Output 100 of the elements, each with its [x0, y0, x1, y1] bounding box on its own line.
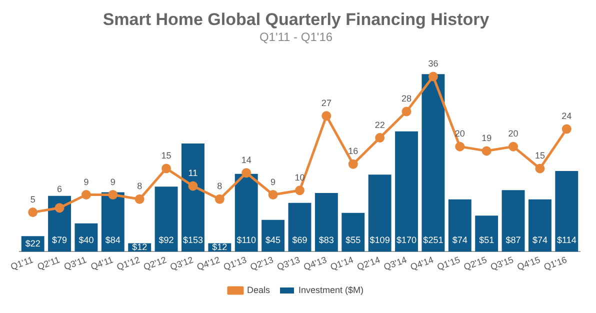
bar	[182, 143, 204, 252]
point	[54, 203, 64, 213]
data-label: 9	[110, 176, 116, 187]
data-label: $55	[346, 235, 361, 246]
bar	[422, 74, 445, 252]
data-label: 22	[374, 120, 385, 130]
point	[162, 164, 172, 174]
x-tick-label: Q4'13	[302, 254, 328, 272]
data-label: 15	[534, 150, 545, 160]
data-label: $170	[396, 235, 417, 246]
point	[81, 190, 91, 200]
bar	[395, 131, 418, 252]
bar	[555, 171, 578, 252]
data-label: 15	[161, 150, 172, 160]
point	[428, 72, 438, 82]
x-tick-label: Q2'14	[356, 254, 382, 272]
point	[562, 124, 572, 134]
point	[242, 168, 252, 178]
point	[375, 133, 385, 143]
data-label: 9	[84, 176, 89, 187]
point	[508, 142, 518, 152]
data-label: 19	[482, 132, 492, 143]
point	[322, 111, 332, 121]
data-label: 20	[508, 128, 518, 139]
bar	[234, 174, 258, 252]
x-tick-label: Q4'11	[89, 254, 114, 272]
data-label: $51	[479, 235, 494, 246]
x-tick-label: Q1'13	[222, 254, 248, 272]
x-tick-label: Q3'15	[489, 254, 515, 272]
bar	[262, 220, 285, 252]
x-tick-label: Q1'12	[115, 254, 142, 272]
legend-label: Deals	[246, 284, 270, 295]
data-label: $114	[556, 235, 576, 246]
x-tick-label: Q2'15	[462, 254, 488, 272]
data-label: 5	[30, 194, 36, 204]
x-tick-label: Q3'11	[62, 254, 88, 272]
point	[268, 190, 278, 200]
data-label: $74	[532, 235, 548, 246]
x-tick-label: Q2'11	[36, 254, 62, 272]
data-label: $12	[132, 242, 148, 252]
data-label: 6	[57, 184, 62, 194]
bar	[154, 186, 178, 252]
bar	[502, 190, 525, 252]
data-label: $79	[52, 235, 68, 246]
bar	[475, 216, 498, 252]
point	[535, 164, 545, 174]
point	[28, 208, 38, 218]
point	[455, 142, 465, 152]
point	[214, 194, 224, 204]
x-tick-label: Q2'12	[142, 254, 168, 272]
data-label: 16	[348, 146, 358, 156]
data-label: $22	[25, 238, 40, 248]
point	[134, 194, 144, 204]
x-tick-label: Q1'15	[436, 254, 462, 272]
point	[108, 190, 118, 200]
x-tick-label: Q4'14	[409, 254, 435, 272]
data-label: 28	[402, 94, 412, 104]
data-label: $83	[318, 235, 334, 246]
x-tick-label: Q4'12	[196, 254, 222, 272]
x-tick-label: Q3'14	[382, 254, 408, 272]
data-label: 27	[321, 98, 332, 108]
data-label: 8	[217, 181, 222, 192]
data-label: $251	[423, 235, 444, 246]
point	[188, 181, 198, 191]
chart-title: Smart Home Global Quarterly Financing History	[102, 10, 490, 29]
x-tick-label: Q1'16	[542, 254, 568, 272]
data-label: 8	[137, 181, 142, 192]
x-tick-label: Q3'13	[276, 254, 302, 272]
data-label: $12	[212, 242, 228, 252]
data-label: $87	[506, 235, 521, 246]
data-label: 11	[188, 168, 198, 178]
x-tick-label: Q4'15	[516, 254, 542, 272]
bar	[288, 202, 312, 252]
x-tick-label: Q3'12	[168, 254, 195, 272]
data-label: $69	[292, 235, 308, 246]
data-label: $84	[105, 235, 120, 246]
bar	[48, 196, 71, 252]
data-label: $110	[236, 235, 256, 246]
bar	[314, 193, 338, 252]
x-tick-label: Q1'11	[9, 254, 34, 272]
data-label: $92	[158, 235, 174, 246]
bar	[342, 212, 365, 252]
bar	[368, 174, 392, 252]
data-label: 9	[270, 176, 276, 187]
x-tick-label: Q2'13	[248, 254, 275, 272]
point	[348, 159, 358, 169]
data-label: $109	[370, 235, 390, 246]
legend-label: Investment ($M)	[298, 284, 364, 295]
bar	[448, 199, 472, 252]
chart-subtitle: Q1'11 - Q1'16	[259, 30, 333, 44]
point	[294, 186, 304, 196]
point	[482, 146, 492, 156]
bar	[528, 199, 552, 252]
point	[402, 106, 412, 116]
data-label: $45	[266, 235, 281, 246]
data-label: 24	[562, 111, 572, 122]
data-label: $40	[78, 235, 94, 246]
x-tick-label: Q1'14	[328, 254, 355, 272]
bar	[74, 223, 98, 252]
data-label: $74	[452, 235, 468, 246]
